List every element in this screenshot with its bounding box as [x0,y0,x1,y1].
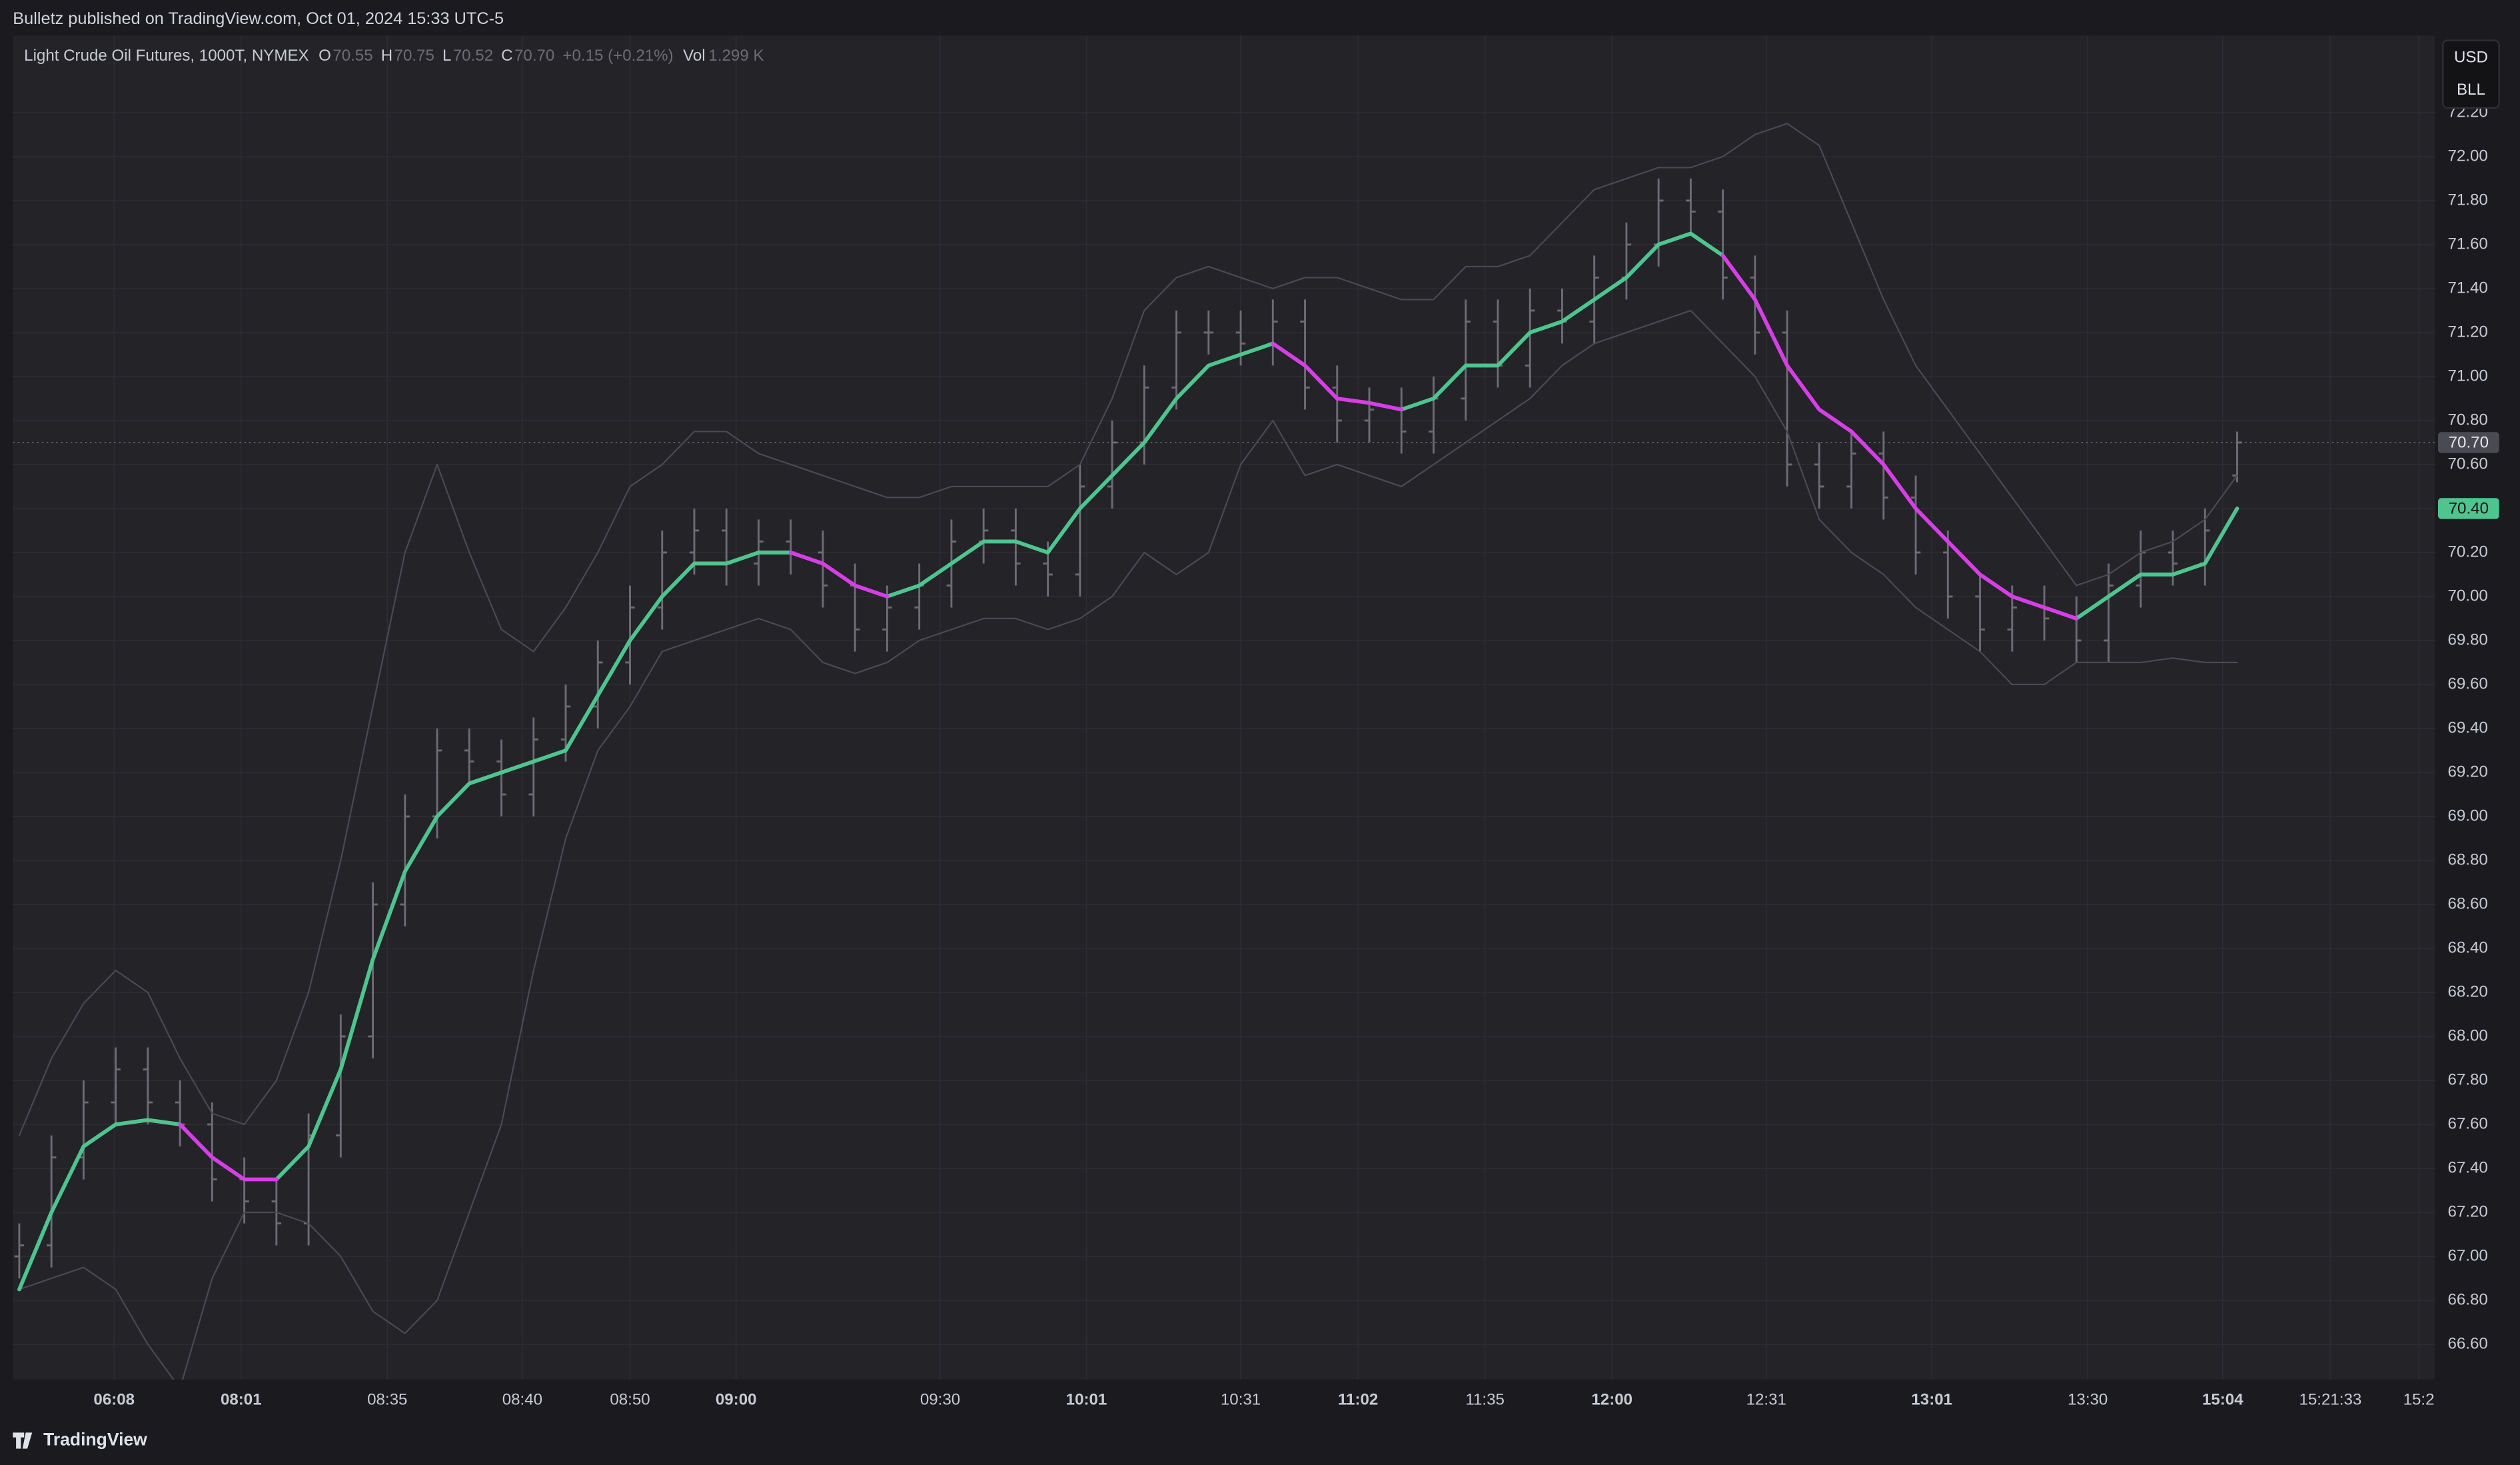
x-tick-label: 08:40 [502,1391,542,1409]
legend-key: C [501,47,512,65]
y-tick-label: 67.00 [2447,1246,2487,1264]
overlay-line [1271,341,1404,412]
legend-key: L [442,47,451,65]
y-tick-label: 66.80 [2447,1290,2487,1308]
x-tick-label: 15:2 [2403,1391,2435,1409]
plot-area [13,35,2435,1380]
legend-key: Vol [683,47,706,65]
legend-key: H [381,47,392,65]
x-tick-label: 09:00 [716,1391,757,1409]
price-axis [2435,35,2520,1380]
symbol-title: Light Crude Oil Futures, 1000T, NYMEX [24,47,309,65]
price-tag [2437,432,2499,453]
brand[interactable]: TradingView [43,1429,147,1449]
marks [14,123,2242,1390]
y-tick-label: 67.80 [2447,1070,2487,1088]
x-tick-label: 11:02 [1338,1391,1378,1409]
x-tick-label: 12:31 [1746,1391,1786,1409]
x-tick-label: 09:30 [920,1391,960,1409]
x-tick-label: 06:08 [93,1391,135,1409]
overlay-line [2074,507,2239,621]
x-tick-label: 13:01 [1911,1391,1952,1409]
unit[interactable]: BLL [2457,81,2485,99]
y-tick-label: 70.00 [2447,587,2487,605]
currency[interactable]: USD [2454,49,2488,67]
y-tick-label: 69.80 [2447,631,2487,649]
legend-value: 1.299 K [708,47,764,65]
y-tick-label: 71.20 [2447,323,2487,341]
y-tick-label: 72.00 [2447,147,2487,165]
publisher-line: Bulletz published on TradingView.com, Oc… [13,9,504,28]
overlay-line [17,1118,183,1292]
y-tick-label: 69.60 [2447,675,2487,693]
y-tick-label: 70.20 [2447,543,2487,561]
legend-value: 70.52 [453,47,493,65]
y-tick-label: 68.20 [2447,982,2487,1000]
legend-value: 70.70 [514,47,554,65]
overlay-line [18,123,2238,1136]
y-tick-label: 68.60 [2447,894,2487,912]
legend-value: 70.75 [394,47,434,65]
overlay-line [788,551,890,599]
price-tag-label: 70.70 [2449,434,2489,452]
price-tag-label: 70.40 [2449,500,2489,518]
y-tick-label: 70.60 [2447,455,2487,473]
legend-value: 70.55 [332,47,372,65]
x-tick-label: 15:21:33 [2299,1391,2361,1409]
x-tick-label: 13:30 [2068,1391,2108,1409]
overlay-line [274,551,793,1182]
axes: 66.60 66.80 67.00 67.20 67.40 67.60 67.80 68.00… [93,103,2499,1409]
y-tick-label: 69.00 [2447,806,2487,824]
unit-box[interactable] [2442,39,2500,109]
y-tick-label: 70.80 [2447,411,2487,429]
y-tick-label: 66.60 [2447,1334,2487,1352]
overlay-line [18,309,2238,1390]
y-tick-label: 67.60 [2447,1114,2487,1132]
overlay-line [178,1122,279,1182]
x-tick-label: 08:50 [610,1391,650,1409]
overlay-line [1720,253,2079,621]
y-tick-label: 71.00 [2447,367,2487,385]
y-tick-label: 69.20 [2447,762,2487,780]
overlay-line [1399,231,1725,412]
x-tick-label: 10:31 [1221,1391,1261,1409]
x-tick-label: 10:01 [1066,1391,1107,1409]
time-axis [13,1379,2435,1423]
x-tick-label: 15:04 [2202,1391,2243,1409]
y-tick-label: 71.80 [2447,191,2487,209]
x-tick-label: 08:35 [367,1391,407,1409]
x-tick-label: 08:01 [221,1391,262,1409]
legend-change: +0.15 (+0.21%) [562,47,673,65]
legend-key: O [318,47,331,65]
y-tick-label: 67.20 [2447,1202,2487,1220]
price-tag [2437,498,2499,519]
y-tick-label: 67.40 [2447,1158,2487,1176]
y-tick-label: 68.80 [2447,850,2487,868]
y-tick-label: 68.40 [2447,938,2487,956]
brand-logo[interactable] [13,1432,33,1449]
y-tick-label: 68.00 [2447,1026,2487,1044]
y-tick-label: 71.60 [2447,235,2487,253]
x-tick-label: 11:35 [1465,1391,1505,1409]
x-tick-label: 12:00 [1591,1391,1632,1409]
y-tick-label: 71.40 [2447,279,2487,297]
y-tick-label: 69.40 [2447,719,2487,736]
grid [13,35,2435,1380]
overlay-line [885,341,1275,599]
